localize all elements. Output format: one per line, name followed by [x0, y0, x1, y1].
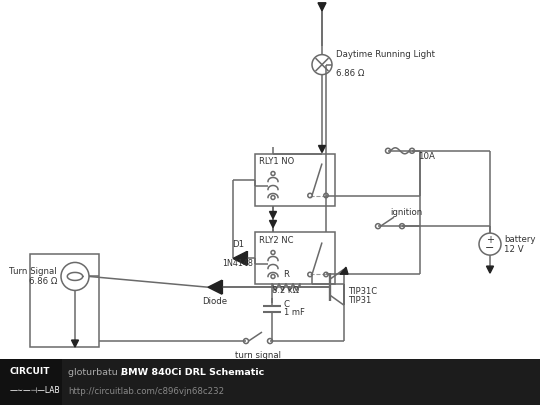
Text: 1 mF: 1 mF [284, 308, 305, 317]
Text: —∼—⊣—LAB: —∼—⊣—LAB [10, 386, 60, 395]
Text: D1: D1 [232, 241, 244, 249]
Text: −: − [485, 243, 495, 253]
Text: RLY1 NO: RLY1 NO [259, 157, 294, 166]
Text: TIP31C: TIP31C [348, 287, 377, 296]
Text: +: + [486, 235, 494, 245]
Bar [0, 359, 62, 405]
Polygon shape [269, 211, 276, 219]
Text: R: R [283, 270, 289, 279]
Text: Turn Signal: Turn Signal [9, 267, 57, 276]
Text: gloturbatu /: gloturbatu / [68, 368, 127, 377]
Polygon shape [340, 267, 348, 274]
Polygon shape [71, 340, 78, 347]
Bar [255, 153, 335, 205]
Text: 6.86 Ω: 6.86 Ω [29, 277, 57, 286]
Text: turn signal: turn signal [235, 351, 281, 360]
Polygon shape [318, 3, 326, 11]
Polygon shape [319, 145, 326, 153]
Polygon shape [233, 252, 247, 266]
Bar [30, 254, 99, 347]
Text: CIRCUIT: CIRCUIT [10, 367, 51, 376]
Text: Diode: Diode [202, 297, 227, 306]
Text: C: C [284, 300, 290, 309]
Text: TIP31: TIP31 [348, 296, 372, 305]
Text: RLY2 NC: RLY2 NC [259, 236, 294, 245]
Polygon shape [487, 266, 494, 273]
Text: 1N4148: 1N4148 [222, 260, 253, 269]
Text: BMW 840Ci DRL Schematic: BMW 840Ci DRL Schematic [121, 368, 264, 377]
Bar [255, 232, 335, 284]
Text: 6.86 Ω: 6.86 Ω [336, 68, 364, 78]
Text: Daytime Running Light: Daytime Running Light [336, 50, 435, 59]
Bar [0, 359, 540, 405]
Polygon shape [208, 280, 222, 294]
Text: http://circuitlab.com/c896vjn68c232: http://circuitlab.com/c896vjn68c232 [68, 387, 224, 396]
Text: battery: battery [504, 234, 536, 244]
Text: ignition: ignition [390, 208, 422, 217]
Text: 10A: 10A [418, 152, 435, 161]
Text: 12 V: 12 V [504, 245, 524, 254]
Text: 8.2 kΩ: 8.2 kΩ [273, 286, 300, 295]
Polygon shape [269, 220, 276, 228]
